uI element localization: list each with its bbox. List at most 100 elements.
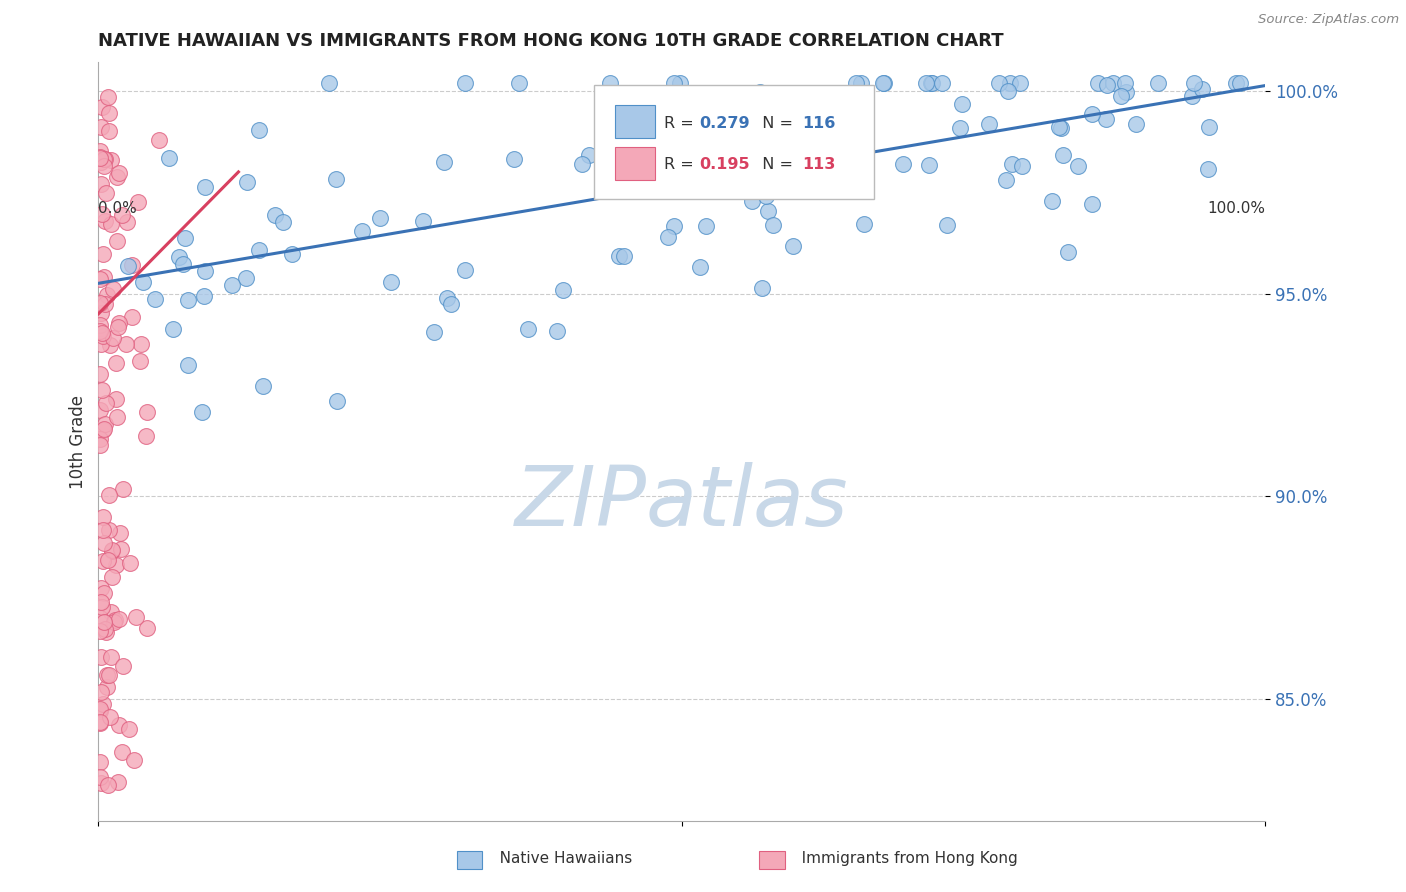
Point bbox=[380, 276, 402, 290]
Point bbox=[112, 482, 135, 496]
Point bbox=[122, 753, 145, 767]
Point bbox=[89, 624, 111, 638]
Point bbox=[177, 293, 200, 307]
Point bbox=[748, 86, 770, 100]
Point bbox=[1181, 89, 1204, 103]
Text: Source: ZipAtlas.com: Source: ZipAtlas.com bbox=[1258, 13, 1399, 27]
Point bbox=[1011, 159, 1033, 173]
Point bbox=[508, 76, 530, 90]
Point bbox=[172, 257, 194, 271]
Point bbox=[89, 367, 111, 381]
Point bbox=[247, 243, 270, 257]
Point bbox=[688, 168, 710, 182]
Point bbox=[612, 249, 634, 263]
Point bbox=[101, 543, 124, 558]
Point bbox=[96, 680, 118, 694]
Point bbox=[917, 158, 939, 172]
Point bbox=[1040, 194, 1063, 208]
Point bbox=[730, 182, 752, 196]
Point bbox=[370, 211, 392, 226]
Point bbox=[920, 76, 942, 90]
Point bbox=[96, 396, 118, 410]
Point bbox=[439, 296, 461, 310]
Point bbox=[103, 613, 125, 627]
Text: 100.0%: 100.0% bbox=[1208, 202, 1265, 216]
Point bbox=[194, 180, 217, 194]
Text: ZIPatlas: ZIPatlas bbox=[515, 462, 849, 542]
Point bbox=[931, 76, 953, 90]
Point bbox=[93, 159, 115, 173]
Point bbox=[93, 422, 115, 436]
Point bbox=[100, 218, 122, 232]
Point bbox=[90, 650, 112, 665]
Point bbox=[571, 157, 593, 171]
Point bbox=[89, 120, 111, 134]
Point bbox=[1102, 76, 1125, 90]
Text: 0.279: 0.279 bbox=[699, 116, 749, 130]
Point bbox=[412, 213, 434, 227]
Point bbox=[676, 94, 699, 108]
Point bbox=[89, 756, 111, 770]
Text: Native Hawaiians: Native Hawaiians bbox=[485, 851, 633, 865]
Text: N =: N = bbox=[752, 116, 799, 130]
Point bbox=[987, 76, 1010, 90]
Point bbox=[89, 144, 111, 158]
Point bbox=[652, 139, 675, 153]
FancyBboxPatch shape bbox=[616, 105, 655, 138]
Point bbox=[111, 208, 134, 222]
Point bbox=[1198, 120, 1220, 134]
Point bbox=[1095, 112, 1118, 127]
Point bbox=[127, 195, 149, 210]
Point bbox=[98, 124, 121, 138]
Point bbox=[194, 263, 217, 277]
Point bbox=[89, 438, 111, 452]
Point bbox=[89, 433, 111, 447]
Point bbox=[741, 194, 763, 209]
Point bbox=[143, 292, 166, 306]
Point bbox=[1182, 76, 1205, 90]
Point bbox=[1125, 116, 1147, 130]
Point bbox=[97, 778, 120, 792]
Point bbox=[101, 282, 124, 296]
Point bbox=[89, 318, 111, 333]
Point bbox=[662, 219, 685, 233]
Point bbox=[1191, 82, 1213, 96]
Point bbox=[617, 151, 640, 165]
Point bbox=[101, 331, 124, 345]
Point bbox=[90, 684, 112, 698]
Point bbox=[91, 523, 114, 537]
Point bbox=[89, 715, 111, 730]
Point bbox=[121, 258, 143, 272]
Point bbox=[695, 219, 717, 233]
Point bbox=[136, 405, 159, 419]
Point bbox=[98, 337, 121, 351]
Point bbox=[89, 296, 111, 310]
Point bbox=[849, 76, 872, 90]
Point bbox=[1197, 161, 1219, 176]
Point bbox=[167, 250, 190, 264]
Point bbox=[94, 623, 117, 637]
Point bbox=[1146, 76, 1168, 90]
Point bbox=[115, 215, 138, 229]
Point bbox=[1081, 107, 1104, 121]
Point bbox=[1229, 76, 1251, 90]
Point bbox=[751, 281, 773, 295]
Point bbox=[121, 310, 143, 324]
Point bbox=[96, 288, 118, 302]
Point bbox=[108, 718, 131, 732]
Point bbox=[235, 271, 257, 285]
Point bbox=[89, 704, 111, 718]
Point bbox=[112, 659, 135, 673]
Point bbox=[136, 621, 159, 635]
Point bbox=[104, 356, 127, 370]
Point bbox=[89, 715, 111, 730]
Point bbox=[93, 586, 115, 600]
Point bbox=[105, 234, 128, 248]
Point bbox=[1047, 120, 1070, 134]
Point bbox=[108, 166, 131, 180]
Text: Immigrants from Hong Kong: Immigrants from Hong Kong bbox=[787, 851, 1018, 865]
Point bbox=[90, 306, 112, 320]
Point bbox=[89, 701, 111, 715]
Point bbox=[756, 203, 779, 218]
Point bbox=[100, 544, 122, 558]
